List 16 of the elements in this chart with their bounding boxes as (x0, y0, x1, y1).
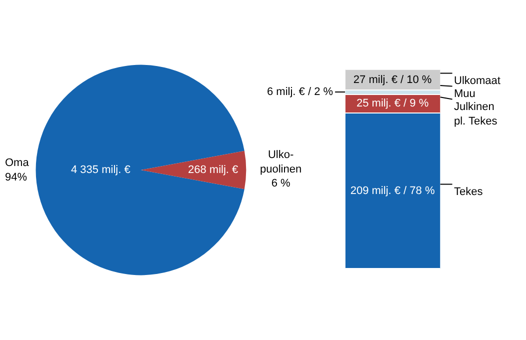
pie-slice (140, 150, 246, 190)
series-label: Julkinen pl. Tekes (454, 101, 498, 128)
data-label: 27 milj. € / 10 % (353, 74, 432, 86)
data-label: 25 milj. € / 9 % (356, 98, 429, 110)
slice-label: Oma (5, 157, 30, 169)
text: 94% (5, 171, 28, 184)
slice-label: Ulko- puolinen (260, 149, 302, 176)
text: 6 % (271, 178, 290, 190)
pie-slice (36, 64, 244, 276)
data-label: 6 milj. € / 2 % (267, 86, 334, 98)
series-label: Ulkomaat (454, 75, 500, 87)
series-label: Muu (454, 88, 476, 100)
data-label: 268 milj. € (188, 164, 238, 176)
data-label: 4 335 milj. € (71, 164, 130, 176)
data-label: 209 milj. € / 78 % (350, 184, 435, 197)
series-label: Tekes (454, 186, 484, 198)
